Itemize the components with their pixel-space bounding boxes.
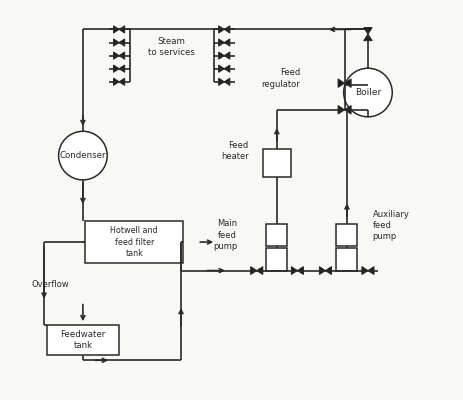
Polygon shape [325, 267, 332, 274]
Polygon shape [297, 267, 303, 274]
Polygon shape [119, 26, 125, 33]
Bar [266, 224, 288, 246]
Text: Hotwell and
feed filter
tank: Hotwell and feed filter tank [111, 226, 158, 258]
Text: Condenser: Condenser [60, 151, 106, 160]
Text: Feed
regulator: Feed regulator [262, 68, 300, 88]
Polygon shape [224, 65, 230, 72]
Polygon shape [344, 79, 351, 88]
Polygon shape [113, 39, 119, 46]
Bar [85, 221, 183, 263]
Bar [47, 325, 119, 355]
Text: Steam
to services: Steam to services [148, 37, 195, 57]
Polygon shape [224, 52, 230, 59]
Polygon shape [113, 52, 119, 59]
Polygon shape [250, 267, 257, 274]
Bar [337, 248, 357, 270]
Polygon shape [338, 106, 344, 114]
Polygon shape [119, 52, 125, 59]
Polygon shape [113, 65, 119, 72]
Polygon shape [224, 39, 230, 46]
Polygon shape [219, 52, 224, 59]
Circle shape [59, 131, 107, 180]
Text: Feedwater
tank: Feedwater tank [60, 330, 106, 350]
Polygon shape [344, 106, 351, 114]
Bar [266, 248, 288, 270]
Polygon shape [119, 78, 125, 86]
Polygon shape [219, 65, 224, 72]
Circle shape [344, 68, 392, 117]
Polygon shape [113, 26, 119, 33]
Polygon shape [291, 267, 297, 274]
Polygon shape [368, 267, 374, 274]
Polygon shape [224, 26, 230, 33]
Polygon shape [224, 78, 230, 86]
Polygon shape [219, 26, 224, 33]
Polygon shape [338, 79, 344, 88]
Polygon shape [319, 267, 325, 274]
Text: Feed
heater: Feed heater [221, 141, 249, 161]
Polygon shape [257, 267, 263, 274]
Polygon shape [364, 34, 372, 41]
Bar [337, 224, 357, 246]
Polygon shape [364, 28, 372, 34]
Polygon shape [113, 78, 119, 86]
Polygon shape [219, 39, 224, 46]
Polygon shape [119, 39, 125, 46]
Polygon shape [119, 65, 125, 72]
Text: Main
feed
pump: Main feed pump [213, 220, 237, 251]
Text: Overflow: Overflow [31, 280, 69, 289]
Polygon shape [219, 78, 224, 86]
Text: Auxiliary
feed
pump: Auxiliary feed pump [373, 210, 409, 241]
Polygon shape [362, 267, 368, 274]
Bar [263, 148, 291, 177]
Text: Boiler: Boiler [355, 88, 381, 97]
